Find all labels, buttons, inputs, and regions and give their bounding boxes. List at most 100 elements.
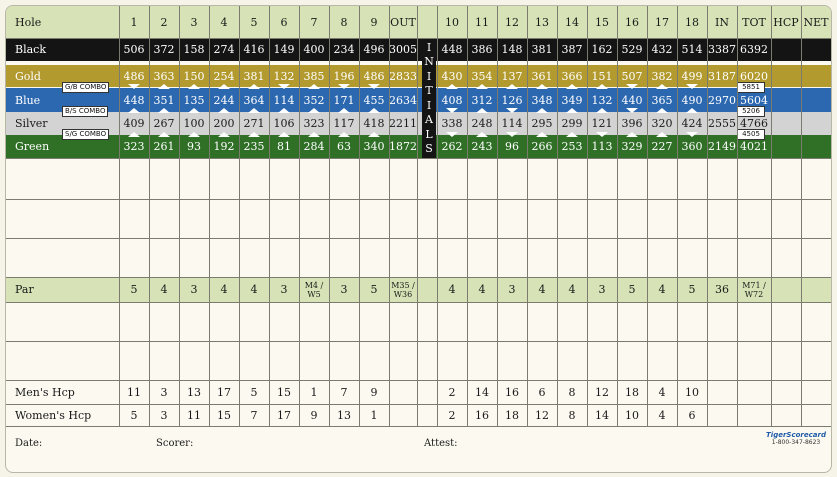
score-cell[interactable]: [467, 341, 497, 380]
score-cell[interactable]: [209, 302, 239, 341]
score-cell[interactable]: [299, 341, 329, 380]
score-cell[interactable]: [179, 199, 209, 238]
score-cell[interactable]: [557, 238, 587, 277]
score-cell[interactable]: [239, 158, 269, 199]
score-cell[interactable]: [359, 158, 389, 199]
score-cell[interactable]: [417, 199, 437, 238]
score-cell[interactable]: [497, 199, 527, 238]
score-cell[interactable]: [737, 158, 771, 199]
score-cell[interactable]: [179, 341, 209, 380]
score-cell[interactable]: [149, 158, 179, 199]
score-cell[interactable]: [179, 158, 209, 199]
score-cell[interactable]: [389, 302, 417, 341]
score-cell[interactable]: [269, 199, 299, 238]
score-cell[interactable]: [801, 302, 831, 341]
score-cell[interactable]: [801, 238, 831, 277]
score-cell[interactable]: [527, 199, 557, 238]
score-cell[interactable]: [149, 302, 179, 341]
score-cell[interactable]: [209, 158, 239, 199]
score-cell[interactable]: [299, 238, 329, 277]
score-cell[interactable]: [707, 302, 737, 341]
score-cell[interactable]: [437, 238, 467, 277]
score-cell[interactable]: [119, 302, 149, 341]
score-cell[interactable]: [389, 238, 417, 277]
score-cell[interactable]: [417, 158, 437, 199]
score-cell[interactable]: [209, 341, 239, 380]
score-cell[interactable]: [557, 199, 587, 238]
score-cell[interactable]: [801, 199, 831, 238]
score-cell[interactable]: [801, 158, 831, 199]
score-cell[interactable]: [437, 302, 467, 341]
score-cell[interactable]: [737, 341, 771, 380]
score-cell[interactable]: [119, 199, 149, 238]
score-cell[interactable]: [329, 158, 359, 199]
score-cell[interactable]: [299, 199, 329, 238]
score-cell[interactable]: [707, 238, 737, 277]
score-cell[interactable]: [527, 302, 557, 341]
score-cell[interactable]: [269, 238, 299, 277]
score-cell[interactable]: [359, 341, 389, 380]
score-cell[interactable]: [677, 158, 707, 199]
score-cell[interactable]: [299, 302, 329, 341]
score-cell[interactable]: [527, 341, 557, 380]
score-cell[interactable]: [707, 341, 737, 380]
score-cell[interactable]: [527, 238, 557, 277]
score-cell[interactable]: [329, 302, 359, 341]
score-cell[interactable]: [707, 199, 737, 238]
score-cell[interactable]: [209, 199, 239, 238]
score-cell[interactable]: [299, 158, 329, 199]
score-cell[interactable]: [239, 302, 269, 341]
score-cell[interactable]: [587, 158, 617, 199]
score-cell[interactable]: [437, 199, 467, 238]
score-cell[interactable]: [737, 302, 771, 341]
score-cell[interactable]: [389, 341, 417, 380]
score-cell[interactable]: [771, 238, 801, 277]
score-cell[interactable]: [149, 341, 179, 380]
score-cell[interactable]: [467, 199, 497, 238]
score-cell[interactable]: [149, 238, 179, 277]
score-cell[interactable]: [417, 302, 437, 341]
score-cell[interactable]: [677, 238, 707, 277]
score-cell[interactable]: [647, 238, 677, 277]
score-cell[interactable]: [329, 341, 359, 380]
score-cell[interactable]: [587, 341, 617, 380]
score-cell[interactable]: [557, 302, 587, 341]
score-cell[interactable]: [647, 199, 677, 238]
score-cell[interactable]: [557, 341, 587, 380]
score-cell[interactable]: [239, 199, 269, 238]
score-cell[interactable]: [677, 199, 707, 238]
score-cell[interactable]: [771, 341, 801, 380]
score-cell[interactable]: [329, 238, 359, 277]
score-cell[interactable]: [417, 238, 437, 277]
score-cell[interactable]: [587, 302, 617, 341]
score-cell[interactable]: [467, 158, 497, 199]
score-cell[interactable]: [239, 238, 269, 277]
score-cell[interactable]: [587, 199, 617, 238]
score-cell[interactable]: [497, 158, 527, 199]
score-cell[interactable]: [617, 158, 647, 199]
score-cell[interactable]: [677, 341, 707, 380]
score-cell[interactable]: [737, 199, 771, 238]
score-cell[interactable]: [119, 341, 149, 380]
score-cell[interactable]: [527, 158, 557, 199]
score-cell[interactable]: [617, 341, 647, 380]
score-cell[interactable]: [359, 238, 389, 277]
score-cell[interactable]: [617, 199, 647, 238]
score-cell[interactable]: [497, 238, 527, 277]
score-cell[interactable]: [771, 302, 801, 341]
score-cell[interactable]: [179, 302, 209, 341]
score-cell[interactable]: [497, 341, 527, 380]
score-cell[interactable]: [389, 199, 417, 238]
score-cell[interactable]: [617, 302, 647, 341]
score-cell[interactable]: [329, 199, 359, 238]
score-cell[interactable]: [119, 238, 149, 277]
score-cell[interactable]: [677, 302, 707, 341]
score-cell[interactable]: [557, 158, 587, 199]
score-cell[interactable]: [417, 341, 437, 380]
score-cell[interactable]: [771, 199, 801, 238]
score-cell[interactable]: [497, 302, 527, 341]
score-cell[interactable]: [647, 341, 677, 380]
score-cell[interactable]: [209, 238, 239, 277]
score-cell[interactable]: [179, 238, 209, 277]
score-cell[interactable]: [737, 238, 771, 277]
